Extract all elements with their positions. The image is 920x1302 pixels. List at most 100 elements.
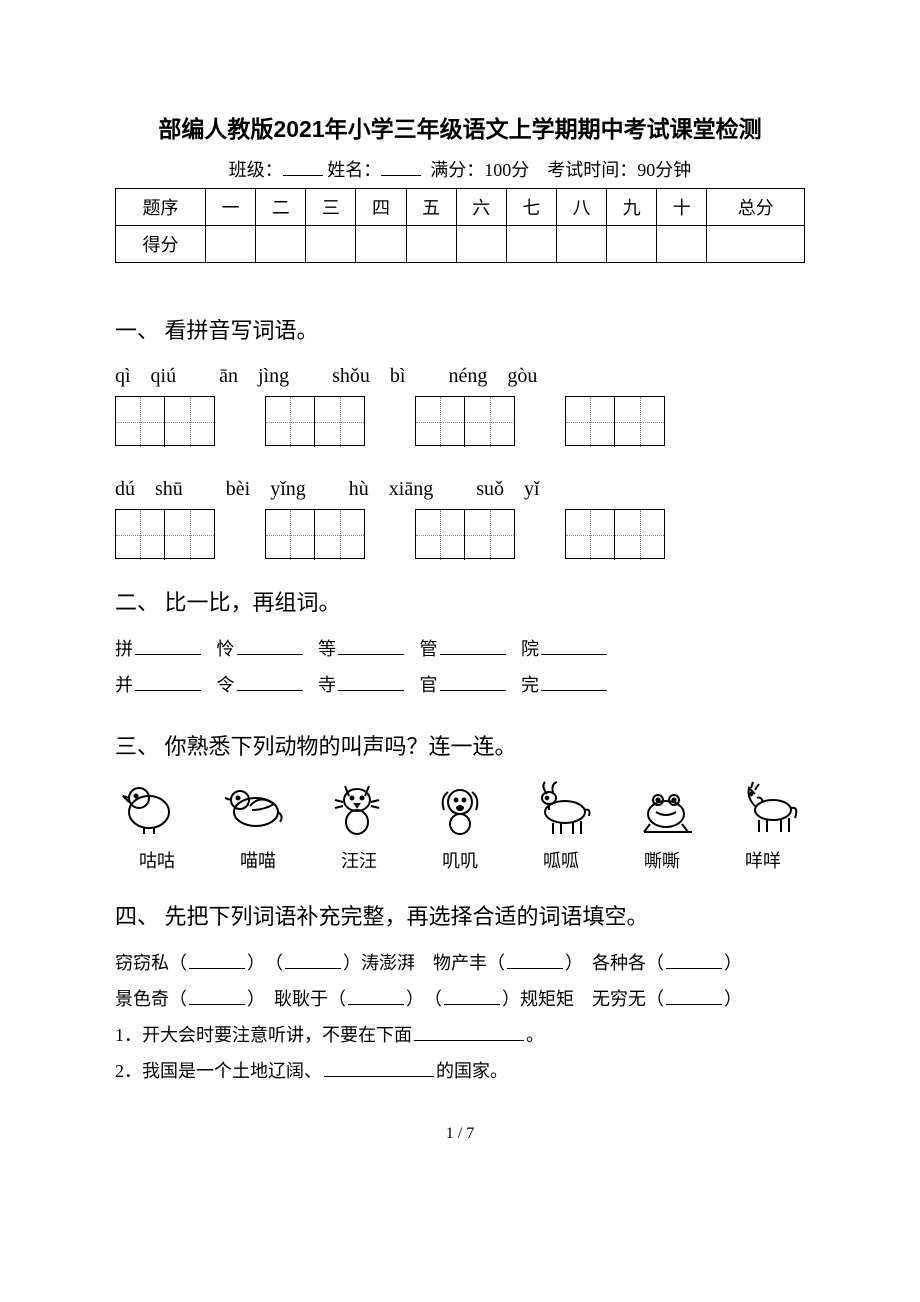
page-number: 1 / 7 [115,1125,805,1143]
blank[interactable] [338,673,404,691]
blank[interactable] [237,673,303,691]
tian-box[interactable] [565,396,665,446]
tian-row [115,509,805,559]
score-cell[interactable] [707,226,805,263]
score-cell[interactable] [356,226,406,263]
char: 令 [217,675,235,695]
section-1-head: 一、 看拼音写词语。 [115,313,805,345]
blank[interactable] [189,987,245,1005]
table-row: 得分 [116,226,805,263]
blank[interactable] [541,637,607,655]
compare-line-2: 并 令 寺 官 完 [115,667,805,703]
blank[interactable] [666,987,722,1005]
score-table: 题序 一 二 三 四 五 六 七 八 九 十 总分 得分 [115,188,805,263]
blank[interactable] [414,1023,524,1041]
score-cell[interactable] [456,226,506,263]
tian-box[interactable] [415,509,515,559]
col-head: 八 [556,189,606,226]
idiom-line-2: 景色奇（） 耿耿于（） （）规矩矩 无穷无（） [115,981,805,1017]
score-cell[interactable] [556,226,606,263]
name-label: 姓名： [327,160,381,180]
blank[interactable] [440,673,506,691]
score-cell[interactable] [607,226,657,263]
sound-label: 咩咩 [727,847,799,873]
info-line: 班级： 姓名： 满分：100分 考试时间：90分钟 [115,156,805,182]
char: 等 [318,639,336,659]
score-cell[interactable] [306,226,356,263]
section-2-head: 二、 比一比，再组词。 [115,585,805,617]
tian-box[interactable] [115,509,215,559]
sound-label: 咕咕 [121,847,193,873]
exam-time: 考试时间：90分钟 [547,160,691,180]
blank[interactable] [541,673,607,691]
pinyin-row-2: dú shū bèi yǐng hù xiāng suǒ yǐ [115,472,805,501]
char: 完 [521,675,539,695]
text: ） （ [247,953,283,973]
pinyin: qì qiú [115,359,176,388]
frog-icon [630,775,702,837]
pinyin: shǒu bì [332,359,405,388]
blank[interactable] [324,1059,434,1077]
class-blank[interactable] [283,158,323,176]
text: ） [724,953,742,973]
text: ） （ [406,989,442,1009]
blank[interactable] [666,951,722,969]
sound-label: 叽叽 [424,847,496,873]
blank[interactable] [444,987,500,1005]
tian-box[interactable] [265,509,365,559]
tian-box[interactable] [415,396,515,446]
char: 寺 [318,675,336,695]
tian-row [115,396,805,446]
col-head: 九 [607,189,657,226]
col-head: 四 [356,189,406,226]
document-title: 部编人教版2021年小学三年级语文上学期期中考试课堂检测 [115,110,805,144]
chick-icon [115,775,187,837]
col-head: 六 [456,189,506,226]
text: 窃窃私（ [115,953,187,973]
tian-box[interactable] [565,509,665,559]
compare-line-1: 拼 怜 等 管 院 [115,631,805,667]
class-label: 班级： [229,160,283,180]
pinyin: néng gòu [448,359,537,388]
score-cell[interactable] [506,226,556,263]
score-cell[interactable] [206,226,256,263]
bird-icon [218,775,290,837]
char: 怜 [217,639,235,659]
blank[interactable] [440,637,506,655]
score-cell[interactable] [406,226,456,263]
score-cell[interactable] [256,226,306,263]
text: ）涛澎湃 物产丰（ [343,953,505,973]
score-cell[interactable] [657,226,707,263]
text: ） 耿耿于（ [247,989,346,1009]
table-row: 题序 一 二 三 四 五 六 七 八 九 十 总分 [116,189,805,226]
pinyin: dú shū [115,472,183,501]
blank[interactable] [237,637,303,655]
page: 部编人教版2021年小学三年级语文上学期期中考试课堂检测 班级： 姓名： 满分：… [0,0,920,1183]
blank[interactable] [189,951,245,969]
text: 。 [526,1025,544,1045]
text: 的国家。 [436,1061,508,1081]
char: 院 [521,639,539,659]
blank[interactable] [338,637,404,655]
dog-icon [424,775,496,837]
blank[interactable] [285,951,341,969]
sound-row: 咕咕 喵喵 汪汪 叽叽 呱呱 嘶嘶 咩咩 [115,847,805,873]
pinyin-row-1: qì qiú ān jìng shǒu bì néng gòu [115,359,805,388]
name-blank[interactable] [381,158,421,176]
blank[interactable] [507,951,563,969]
horse-icon [733,775,805,837]
char: 官 [420,675,438,695]
char: 并 [115,675,133,695]
tian-box[interactable] [265,396,365,446]
question-1: 1．开大会时要注意听讲，不要在下面 。 [115,1017,805,1053]
char: 拼 [115,639,133,659]
section-4-head: 四、 先把下列词语补充完整，再选择合适的词语填空。 [115,899,805,931]
pinyin: bèi yǐng [226,472,306,501]
blank[interactable] [135,637,201,655]
blank[interactable] [348,987,404,1005]
text: 1．开大会时要注意听讲，不要在下面 [115,1025,412,1045]
question-2: 2．我国是一个土地辽阔、的国家。 [115,1053,805,1089]
col-head: 五 [406,189,456,226]
tian-box[interactable] [115,396,215,446]
blank[interactable] [135,673,201,691]
